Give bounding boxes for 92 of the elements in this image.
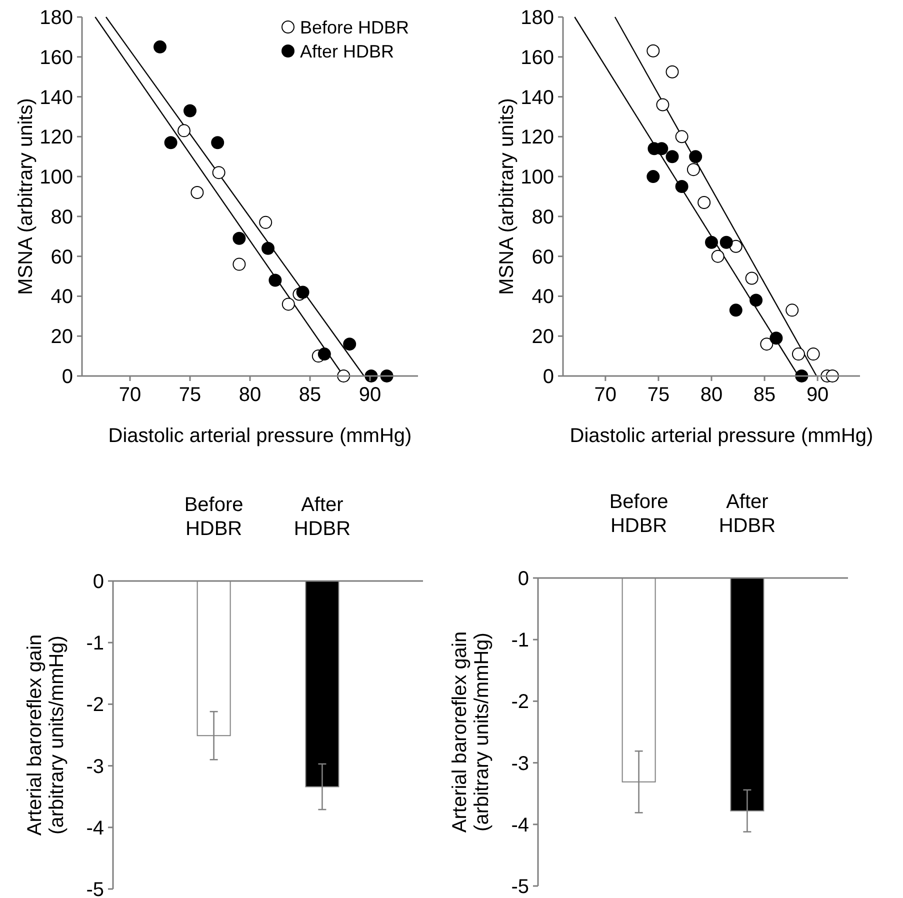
y-tick-label: 180 (40, 7, 73, 29)
y-tick-label: -1 (86, 632, 104, 655)
point (686, 163, 700, 176)
y-tick-label: 0 (518, 568, 529, 590)
point (760, 338, 774, 351)
point (656, 98, 670, 112)
point (729, 304, 742, 317)
x-tick-label: 70 (594, 384, 617, 406)
x-tick-label: 85 (298, 384, 322, 406)
y-tick-label: 140 (40, 86, 73, 109)
y-tick-label: 140 (520, 86, 554, 109)
x-tick-label: Before HDBR (609, 491, 668, 537)
y-tick-label: -3 (511, 752, 529, 775)
x-tick-label: 85 (753, 384, 776, 406)
y-tick-label: -2 (511, 691, 529, 714)
point (666, 150, 679, 164)
y-tick-label: 120 (520, 126, 554, 149)
x-tick-label: After HDBR (294, 494, 351, 540)
y-tick-label: 160 (520, 46, 554, 69)
y-tick-label: -1 (511, 630, 529, 652)
y-tick-label: -5 (511, 876, 529, 898)
point (190, 186, 204, 200)
y-tick-label: 160 (40, 46, 73, 69)
y-tick-label: 20 (532, 326, 554, 348)
point (745, 272, 758, 285)
y-tick-label: -3 (86, 756, 104, 778)
point (666, 65, 679, 78)
y-tick-label: 40 (532, 286, 554, 308)
y-axis-title: MSNA (arbitrary units) (496, 98, 518, 295)
point (689, 150, 702, 164)
point (646, 170, 660, 184)
y-axis-title: MSNA (arbitrary units) (15, 98, 37, 295)
y-axis-title: Arterial baroreflex gain (arbitrary units/mmHg) (449, 631, 493, 833)
point (318, 348, 331, 361)
legend-label: Before HDBR (300, 17, 410, 38)
x-tick-label: 80 (238, 384, 262, 406)
point (646, 44, 660, 58)
y-tick-label: 80 (532, 206, 554, 228)
point (164, 136, 178, 150)
y-tick-label: 0 (542, 366, 554, 388)
y-tick-label: 20 (50, 326, 73, 348)
point (232, 232, 246, 245)
point (282, 298, 295, 311)
y-tick-label: 60 (50, 246, 73, 268)
point (262, 242, 274, 255)
point (720, 236, 733, 249)
x-tick-label: After HDBR (718, 491, 776, 537)
y-tick-label: 100 (40, 166, 73, 189)
y-tick-label: 180 (520, 7, 554, 29)
y-tick-label: 120 (40, 126, 73, 149)
x-tick-label: 75 (178, 384, 202, 406)
point (154, 40, 166, 54)
x-tick-label: Before HDBR (184, 494, 244, 540)
x-tick-label: 80 (700, 384, 723, 406)
x-tick-label: 70 (118, 384, 142, 406)
x-tick-label: 75 (647, 384, 670, 406)
point (675, 130, 688, 144)
y-tick-label: -4 (86, 817, 104, 840)
point (786, 304, 799, 317)
y-tick-label: -4 (511, 814, 529, 836)
point (211, 136, 224, 150)
x-axis-title: Diastolic arterial pressure (mmHg) (570, 425, 874, 447)
point (212, 166, 226, 180)
y-tick-label: 80 (50, 206, 73, 228)
point (343, 338, 356, 351)
y-tick-label: -5 (86, 879, 104, 898)
point (698, 196, 711, 209)
point (178, 124, 190, 138)
point (711, 250, 724, 263)
point (675, 180, 688, 194)
point (729, 240, 742, 253)
point (259, 216, 272, 229)
x-axis-title: Diastolic arterial pressure (mmHg) (108, 425, 412, 447)
y-tick-label: 60 (532, 246, 554, 268)
y-tick-label: 0 (92, 571, 104, 593)
y-tick-label: 100 (520, 166, 554, 189)
point (296, 286, 310, 299)
point (750, 294, 763, 307)
point (232, 258, 246, 271)
point (792, 348, 805, 361)
x-tick-label: 90 (358, 384, 382, 406)
point (268, 274, 282, 287)
point (705, 236, 718, 249)
legend-label: After HDBR (300, 41, 394, 62)
point (770, 332, 783, 345)
x-tick-label: 90 (806, 384, 829, 406)
y-tick-label: 0 (62, 366, 73, 388)
y-tick-label: -2 (86, 694, 104, 716)
point (806, 348, 820, 361)
point (184, 104, 196, 118)
y-tick-label: 40 (50, 286, 73, 308)
y-axis-title: Arterial baroreflex gain (arbitrary units/mmHg) (24, 634, 68, 836)
